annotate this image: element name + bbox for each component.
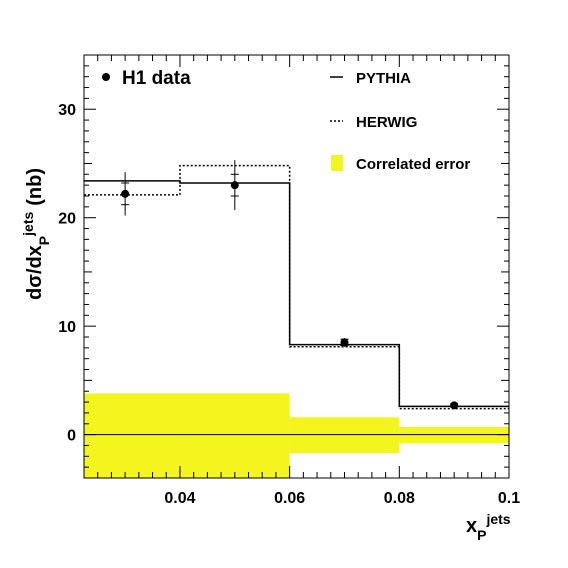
data-point <box>121 172 130 216</box>
legend: H1 data PYTHIA HERWIG Correlated error <box>102 68 470 173</box>
legend-band-label: Correlated error <box>356 156 470 173</box>
data-marker <box>230 181 239 190</box>
x-tick-label: 0.08 <box>384 490 415 507</box>
herwig-histogram <box>84 164 509 410</box>
plot-frame <box>83 54 510 479</box>
y-tick-label: 0 <box>67 428 76 445</box>
data-point <box>450 401 459 410</box>
legend-herwig-label: HERWIG <box>356 114 417 131</box>
legend-pythia-label: PYTHIA <box>356 70 411 87</box>
y-tick-label: 10 <box>58 319 76 336</box>
legend-band-swatch <box>331 155 343 171</box>
x-tick-label: 0.1 <box>498 490 520 507</box>
y-tick-label: 20 <box>58 211 76 228</box>
data-points <box>121 160 459 410</box>
x-tick-label: 0.06 <box>274 490 305 507</box>
legend-data-marker <box>102 73 110 81</box>
model-histograms <box>84 164 509 410</box>
band-bin <box>84 393 180 478</box>
axis-ticks <box>83 54 510 479</box>
pythia-histogram <box>84 180 509 408</box>
data-point <box>230 160 239 211</box>
data-marker <box>340 338 349 347</box>
x-tick-label: 0.04 <box>164 490 195 507</box>
tick-labels: 0.04 0.06 0.08 0.1 0 10 20 30 <box>58 102 520 507</box>
data-point <box>340 338 349 347</box>
band-bin <box>399 427 509 444</box>
band-bin <box>289 417 400 454</box>
data-marker <box>121 189 130 198</box>
correlated-error-band <box>84 393 509 478</box>
y-tick-label: 30 <box>58 102 76 119</box>
band-bin <box>179 393 290 478</box>
x-axis-title: xPjets <box>466 511 511 543</box>
y-axis-title: dσ/dxPjets(nb) <box>20 168 52 300</box>
legend-data-label: H1 data <box>122 68 191 89</box>
data-marker <box>450 401 459 410</box>
